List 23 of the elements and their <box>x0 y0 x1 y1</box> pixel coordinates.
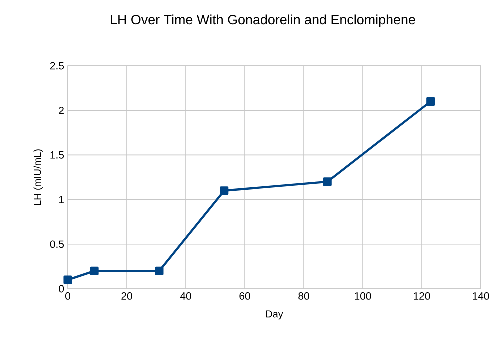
y-tick-label: 1.5 <box>50 152 64 159</box>
point <box>323 178 332 186</box>
y-tick-label: 2 <box>59 106 64 114</box>
x-tick-label: 100 <box>355 292 372 300</box>
x-tick-label: 120 <box>414 292 430 300</box>
x-axis-title: Day <box>266 310 284 320</box>
y-tick-label: 1 <box>59 196 64 204</box>
point <box>155 266 164 276</box>
x-tick-label: 140 <box>473 292 490 300</box>
y-axis-title: LH (mIU/mL) <box>34 150 44 206</box>
x-tick-label: 80 <box>298 292 310 300</box>
point <box>426 97 436 106</box>
chart-title: LH Over Time With Gonadorelin and Enclomiphene <box>111 14 416 28</box>
point <box>64 276 72 284</box>
x-tick-label: 20 <box>122 292 132 300</box>
x-tick-label: 60 <box>240 292 250 300</box>
y-tick-label: 0 <box>59 285 64 293</box>
y-tick-label: 2.5 <box>50 62 64 70</box>
x-tick-label: 40 <box>180 292 192 300</box>
point <box>90 266 99 276</box>
x-tick-label: 0 <box>66 292 70 300</box>
y-tick-label: 0.5 <box>50 240 64 248</box>
point <box>220 186 229 196</box>
